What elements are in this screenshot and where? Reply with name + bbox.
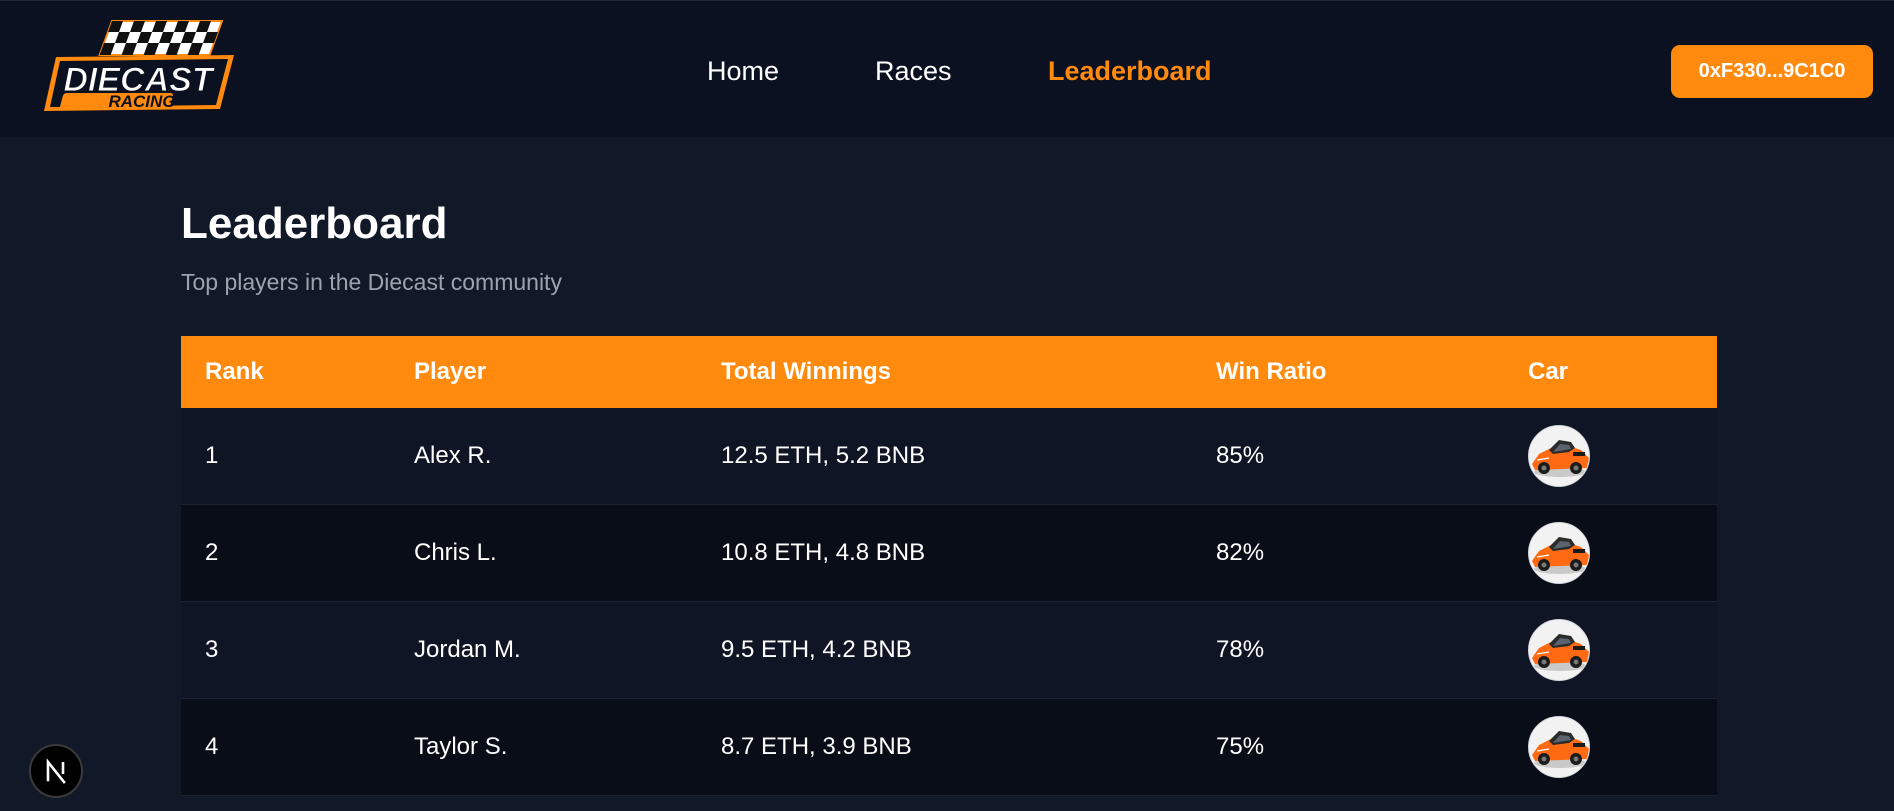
table-row[interactable]: 2 Chris L. 10.8 ETH, 4.8 BNB 82% (181, 505, 1717, 602)
table-header: Rank Player Total Winnings Win Ratio Car (181, 336, 1717, 408)
main-nav: Home Races Leaderboard (0, 53, 1894, 89)
orange-race-car-icon (1528, 619, 1590, 681)
rank-cell: 2 (205, 539, 219, 566)
player-cell: Chris L. (414, 539, 497, 566)
page-title: Leaderboard (181, 199, 448, 248)
win-ratio-cell: 75% (1216, 733, 1265, 760)
page-subtitle: Top players in the Diecast community (181, 269, 562, 295)
logo-text-racing: RACING (108, 92, 175, 111)
column-header-car: Car (1528, 358, 1569, 385)
orange-race-car-icon (1528, 425, 1590, 487)
table-row[interactable]: 4 Taylor S. 8.7 ETH, 3.9 BNB 75% (181, 699, 1717, 796)
logo-text-diecast: DIECAST (63, 61, 215, 99)
orange-race-car-icon (1528, 716, 1590, 778)
top-nav-bar: DIECAST RACING Home Races Leaderboard 0x… (0, 0, 1894, 137)
column-header-win-ratio: Win Ratio (1216, 358, 1327, 385)
win-ratio-cell: 85% (1216, 442, 1265, 469)
next-js-n-glyph (46, 758, 66, 784)
next-js-n-icon[interactable] (29, 744, 83, 798)
column-header-rank: Rank (205, 358, 264, 385)
win-ratio-cell: 82% (1216, 539, 1265, 566)
winnings-cell: 12.5 ETH, 5.2 BNB (721, 442, 926, 469)
rank-cell: 1 (205, 442, 219, 469)
table-row[interactable]: 3 Jordan M. 9.5 ETH, 4.2 BNB 78% (181, 602, 1717, 699)
orange-race-car-icon (1528, 522, 1590, 584)
player-cell: Alex R. (414, 442, 492, 469)
column-header-player: Player (414, 358, 487, 385)
player-cell: Jordan M. (414, 636, 521, 663)
winnings-cell: 10.8 ETH, 4.8 BNB (721, 539, 926, 566)
winnings-cell: 8.7 ETH, 3.9 BNB (721, 733, 912, 760)
nav-home-link[interactable]: Home (707, 56, 780, 86)
win-ratio-cell: 78% (1216, 636, 1265, 663)
rank-cell: 3 (205, 636, 219, 663)
nav-leaderboard-link[interactable]: Leaderboard (1048, 56, 1212, 86)
nav-races-link[interactable]: Races (875, 56, 952, 86)
column-header-total-winnings: Total Winnings (721, 358, 891, 385)
player-cell: Taylor S. (414, 733, 508, 760)
leaderboard-table: Rank Player Total Winnings Win Ratio Car… (181, 336, 1717, 796)
table-row[interactable]: 1 Alex R. 12.5 ETH, 5.2 BNB 85% (181, 408, 1717, 505)
wallet-address-button[interactable]: 0xF330...9C1C0 (1671, 45, 1873, 98)
winnings-cell: 9.5 ETH, 4.2 BNB (721, 636, 912, 663)
rank-cell: 4 (205, 733, 219, 760)
diecast-racing-logo[interactable]: DIECAST RACING (42, 17, 237, 117)
